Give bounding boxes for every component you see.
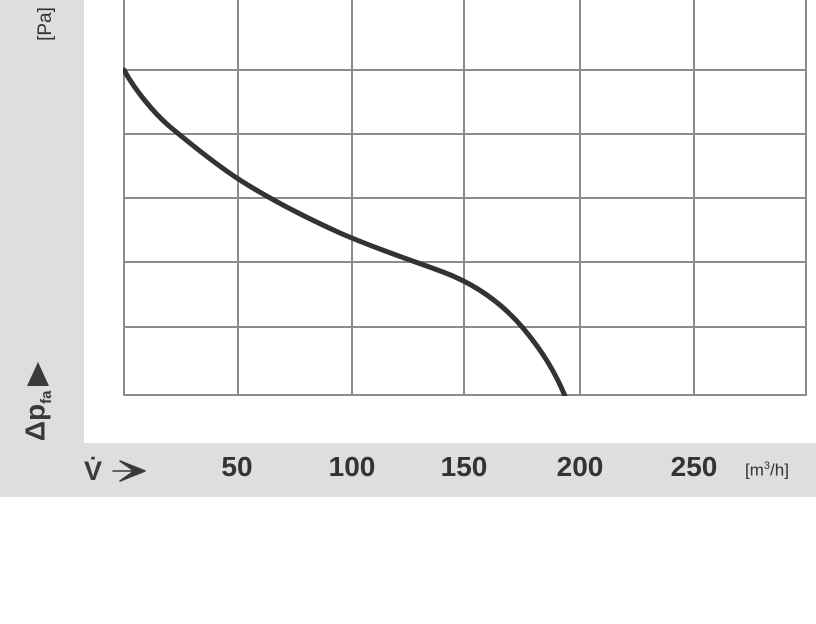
x-axis-title: V̇ <box>84 456 103 486</box>
y-axis-unit-label: [Pa] <box>35 7 56 41</box>
y-axis-subscript: fa <box>37 390 55 404</box>
x-tick-label-200: 200 <box>556 451 604 482</box>
fan-curve-path <box>123 67 568 396</box>
x-tick-label-250: 250 <box>670 451 718 482</box>
plot-frame <box>123 0 807 396</box>
vertical-gridlines <box>237 0 695 396</box>
y-axis-symbol: Δp <box>19 403 51 442</box>
y-axis-arrow-icon <box>27 362 49 386</box>
x-unit-prefix: [m <box>745 460 764 480</box>
x-tick-label-100: 100 <box>328 451 376 482</box>
x-unit-exponent: 3 <box>763 460 771 472</box>
x-tick-label-150: 150 <box>440 451 488 482</box>
x-axis-arrow-icon <box>112 458 146 484</box>
x-axis-unit-label: [m3/h] <box>745 461 816 479</box>
chart-svg <box>123 0 807 396</box>
x-tick-label-50: 50 <box>221 451 253 482</box>
x-unit-suffix: /h] <box>770 460 789 480</box>
y-axis-title: Δpfa <box>0 382 83 442</box>
plot-area <box>123 0 807 396</box>
